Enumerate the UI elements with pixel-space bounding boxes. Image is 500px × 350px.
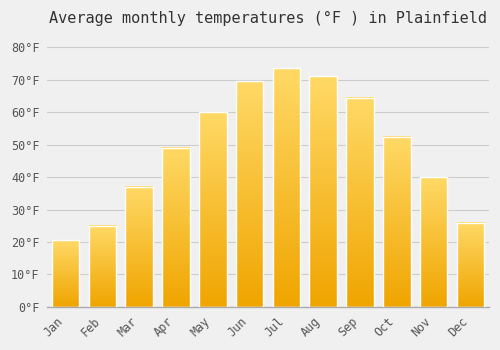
Bar xyxy=(52,240,80,307)
Bar xyxy=(199,112,226,307)
Bar xyxy=(272,68,300,307)
Bar xyxy=(88,226,117,307)
Bar xyxy=(162,148,190,307)
Bar xyxy=(310,76,337,307)
Bar xyxy=(456,223,484,307)
Bar xyxy=(383,136,410,307)
Bar xyxy=(346,98,374,307)
Title: Average monthly temperatures (°F ) in Plainfield: Average monthly temperatures (°F ) in Pl… xyxy=(49,11,487,26)
Bar xyxy=(126,187,153,307)
Bar xyxy=(420,177,448,307)
Bar xyxy=(236,81,264,307)
